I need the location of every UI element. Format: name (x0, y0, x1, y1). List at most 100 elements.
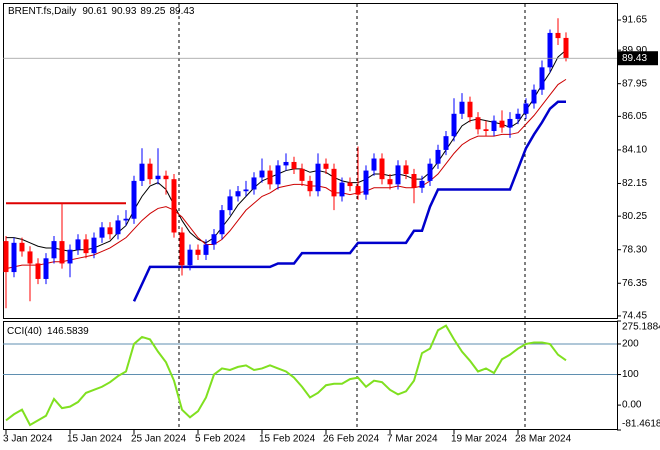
y-tick-label: 84.10 (622, 145, 647, 156)
candle-body (507, 118, 513, 128)
candle-body (259, 170, 265, 178)
x-tick-label: 15 Jan 2024 (67, 434, 122, 445)
candle-body (211, 234, 217, 245)
candle-body (267, 170, 273, 185)
y-tick-label: 89.90 (622, 45, 647, 56)
y-tick-label: 275.1884 (622, 322, 660, 333)
candle-body (499, 120, 505, 128)
x-tick-label: 19 Mar 2024 (451, 434, 508, 445)
candle-body (387, 179, 393, 185)
x-tick-label: 28 Mar 2024 (515, 434, 572, 445)
candle-body (451, 113, 457, 137)
cci-panel (3, 321, 618, 430)
candle-body (307, 180, 313, 192)
x-tick-label: 7 Mar 2024 (387, 434, 438, 445)
candle-body (379, 158, 385, 180)
candle-body (171, 179, 177, 233)
candle-body (411, 174, 417, 188)
symbol: BRENT.fs,Daily (8, 6, 76, 17)
candle-body (227, 196, 233, 211)
y-tick-label: 76.35 (622, 278, 647, 289)
candle-body (355, 186, 361, 195)
candle-body (155, 175, 161, 180)
candle-body (59, 241, 65, 264)
y-tick-label: 0.00 (622, 400, 642, 411)
y-tick-label: 91.65 (622, 15, 647, 26)
y-tick-label: 200 (622, 339, 639, 350)
candle-body (203, 244, 209, 255)
last-price-label: 89.43 (622, 53, 647, 64)
candle-body (195, 249, 201, 255)
candle-body (515, 113, 521, 119)
candle-body (291, 161, 297, 169)
candle-body (283, 161, 289, 166)
candle-body (3, 241, 9, 273)
candle-body (11, 242, 17, 273)
candle-body (547, 32, 553, 68)
x-tick-label: 15 Feb 2024 (259, 434, 316, 445)
candle-body (363, 170, 369, 195)
candle-body (475, 117, 481, 130)
x-tick-label: 26 Feb 2024 (323, 434, 380, 445)
indicator-line (6, 49, 567, 252)
candle-body (315, 163, 321, 192)
candle-body (107, 227, 113, 235)
candle-body (523, 103, 529, 114)
indicator-line (132, 100, 566, 302)
candle-body (83, 239, 89, 254)
candle-body (163, 175, 169, 180)
candle-body (459, 101, 465, 114)
indicator-line (5, 78, 567, 270)
y-tick-label: 78.30 (622, 244, 647, 255)
candle-body (123, 218, 129, 221)
candle-body (331, 168, 337, 197)
candle-body (443, 136, 449, 150)
candle-body (299, 168, 305, 181)
candle-body (51, 241, 57, 259)
last-open: 90.61 (82, 6, 107, 17)
candle-body (91, 237, 97, 254)
candle-body (147, 163, 153, 180)
y-tick-label: -81.4618 (622, 419, 660, 430)
x-tick-label: 25 Jan 2024 (131, 434, 186, 445)
cci-title: CCI(40) (7, 326, 42, 337)
candle-body (427, 163, 433, 181)
candle-body (115, 220, 121, 235)
candle-body (467, 101, 473, 118)
y-tick-label: 74.45 (622, 311, 647, 322)
price-panel (3, 3, 618, 319)
candle-body (531, 89, 537, 104)
last-low: 89.25 (140, 6, 165, 17)
last-close: 89.43 (169, 6, 194, 17)
candle-body (67, 249, 73, 264)
candle-body (275, 165, 281, 185)
candle-body (435, 149, 441, 164)
candle-body (219, 210, 225, 235)
candle-body (139, 163, 145, 181)
candle-body (99, 227, 105, 238)
candle-body (371, 158, 377, 171)
cci-line (5, 324, 567, 427)
candle-body (491, 120, 497, 131)
candle-body (347, 182, 353, 187)
candle-body (323, 163, 329, 169)
last-price-box (618, 51, 658, 66)
candle-body (339, 182, 345, 197)
candle-body (563, 37, 569, 59)
candle-body (19, 242, 25, 252)
candle-body (483, 129, 489, 131)
candle-body (395, 165, 401, 185)
candle-body (555, 32, 561, 39)
candle-body (243, 189, 249, 192)
x-tick-label: 5 Feb 2024 (195, 434, 246, 445)
cci-header: CCI(40) 146.5839 (7, 326, 89, 337)
y-tick-label: 100 (622, 369, 639, 380)
candle-body (419, 180, 425, 188)
candle-body (179, 232, 185, 266)
candle-body (187, 249, 193, 266)
candle-body (35, 263, 41, 279)
cci-last: 146.5839 (47, 326, 89, 337)
last-high: 90.93 (111, 6, 136, 17)
